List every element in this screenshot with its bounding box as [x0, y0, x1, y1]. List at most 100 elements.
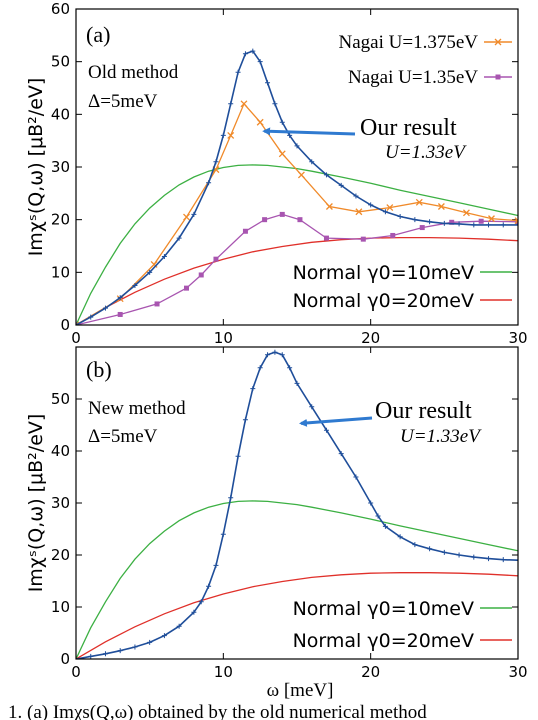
data-point [456, 221, 462, 227]
panel-b-delta: Δ=5meV [88, 426, 158, 447]
data-point [514, 217, 518, 225]
data-point [242, 51, 248, 57]
data-point [242, 417, 248, 423]
data-point [419, 225, 425, 231]
legend-label-nagai135: Nagai U=1.35eV [348, 67, 478, 88]
data-point [198, 272, 204, 278]
data-point [353, 474, 359, 480]
data-point [117, 648, 123, 654]
data-point [437, 203, 445, 210]
data-point [161, 633, 167, 639]
y-tick-label: 60 [51, 0, 70, 18]
data-point [191, 609, 197, 615]
panel-a-label: (a) [86, 22, 110, 47]
data-point [250, 48, 256, 54]
annotation-our-result: Our result [375, 398, 472, 424]
data-point [132, 644, 138, 650]
data-point [355, 208, 363, 216]
data-point [191, 211, 197, 217]
data-point [206, 583, 212, 589]
data-point [176, 623, 182, 629]
data-point [495, 74, 501, 80]
data-point [228, 495, 234, 501]
data-point [279, 211, 285, 217]
data-point [368, 500, 374, 506]
data-point [287, 132, 293, 138]
annotation-our-result: Our result [360, 115, 457, 141]
annotation-arrow [299, 416, 373, 427]
data-point [262, 217, 268, 223]
y-tick-label: 0 [60, 650, 70, 668]
data-point [309, 404, 315, 410]
data-point [494, 38, 502, 46]
series-our [76, 48, 518, 325]
shared-x-axis-label: ω [meV] [267, 680, 334, 701]
data-point [213, 159, 219, 165]
x-tick-label: 20 [361, 329, 380, 347]
data-point [235, 69, 241, 75]
panel-b: 0 10 20 30 0 10 20 30 40 50 (b) New method Δ=5meV… [25, 346, 528, 681]
y-tick-label: 50 [51, 390, 70, 408]
data-point [250, 386, 256, 392]
data-point [256, 118, 264, 126]
data-point [297, 217, 303, 223]
legend-label-nagai1375: Nagai U=1.375eV [339, 32, 479, 53]
data-point [88, 653, 94, 659]
data-point [471, 222, 477, 228]
data-point [323, 427, 329, 433]
data-point [471, 554, 477, 560]
panel-b-series [76, 349, 518, 659]
legend-label-normal20: Normal γ0=20meV [293, 290, 474, 312]
data-point [227, 131, 235, 139]
legend-marker-nagai1375 [494, 38, 502, 46]
annotation-u-value: U=1.33eV [400, 426, 482, 447]
data-point [390, 232, 396, 238]
panel-a: 0 10 20 30 0 10 20 30 40 50 60 (a) Old method Δ=5m… [25, 0, 528, 347]
y-tick-label: 40 [51, 105, 70, 123]
legend-label-normal20: Normal γ0=20meV [293, 630, 474, 652]
data-point [265, 80, 271, 86]
data-point [279, 352, 285, 358]
legend-label-normal10: Normal γ0=10meV [293, 262, 474, 284]
data-point [213, 562, 219, 568]
data-point [323, 235, 329, 241]
data-point [272, 349, 278, 355]
data-point [441, 220, 447, 226]
data-point [161, 254, 167, 260]
panel-b-label: (b) [86, 357, 112, 382]
data-point [278, 150, 286, 158]
data-point [360, 236, 366, 242]
data-point [412, 542, 418, 548]
data-point [240, 100, 248, 108]
data-point [338, 451, 344, 457]
annotation-u-value: U=1.33eV [385, 142, 467, 163]
data-point [486, 556, 492, 562]
panel-a-ylabel: Imχˢ(Q,ω) [μB²/eV] [25, 78, 47, 257]
data-point [478, 218, 484, 224]
panel-b-ylabel: Imχˢ(Q,ω) [μB²/eV] [25, 414, 47, 593]
series-normal10 [76, 164, 518, 325]
series-our [76, 349, 518, 659]
panel-b-frame [75, 346, 519, 660]
x-tick-label: 0 [71, 663, 81, 681]
data-point [375, 513, 381, 519]
data-point [147, 639, 153, 645]
data-point [294, 143, 300, 149]
data-point [88, 314, 94, 320]
y-tick-label: 40 [51, 442, 70, 460]
data-point [382, 523, 388, 529]
data-point [441, 549, 447, 555]
x-tick-label: 10 [214, 663, 233, 681]
data-point [353, 193, 359, 199]
data-point [147, 269, 153, 275]
data-point [449, 219, 455, 225]
data-point [102, 651, 108, 657]
series-normal20 [76, 572, 518, 659]
data-point [198, 599, 204, 605]
data-point [415, 198, 423, 206]
data-point [272, 101, 278, 107]
data-point [184, 285, 189, 291]
data-point [338, 182, 344, 188]
